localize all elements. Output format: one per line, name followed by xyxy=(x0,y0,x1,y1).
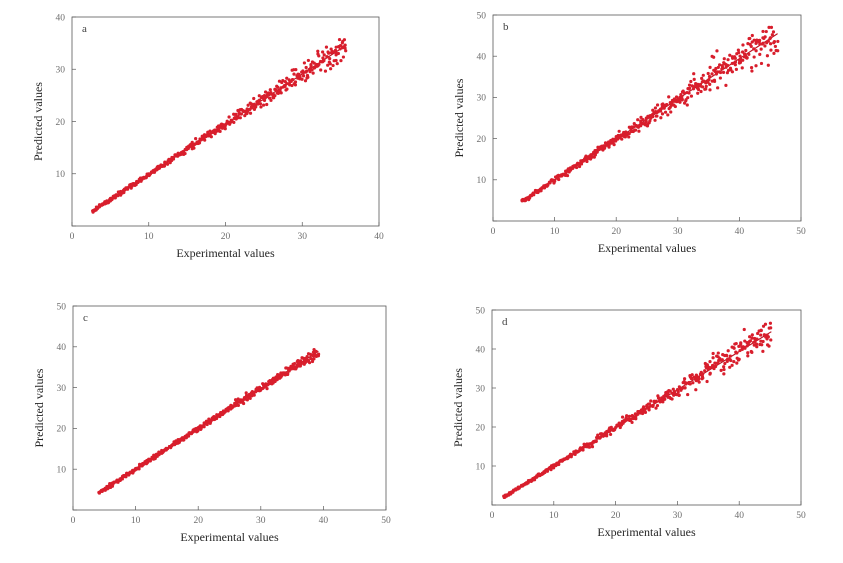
svg-text:40: 40 xyxy=(734,511,744,521)
svg-text:20: 20 xyxy=(221,232,231,242)
svg-text:10: 10 xyxy=(56,170,66,180)
svg-text:10: 10 xyxy=(476,462,486,472)
svg-text:50: 50 xyxy=(476,306,486,316)
svg-text:50: 50 xyxy=(796,511,806,521)
svg-text:50: 50 xyxy=(796,227,806,237)
svg-text:Experimental values: Experimental values xyxy=(598,241,697,255)
svg-text:Predicted values: Predicted values xyxy=(32,368,46,447)
svg-text:Predicted values: Predicted values xyxy=(451,368,465,447)
svg-text:30: 30 xyxy=(256,516,266,526)
svg-text:40: 40 xyxy=(476,345,486,355)
svg-text:20: 20 xyxy=(611,511,621,521)
svg-text:40: 40 xyxy=(319,516,329,526)
svg-text:d: d xyxy=(502,316,508,328)
svg-text:a: a xyxy=(82,23,87,35)
svg-text:30: 30 xyxy=(298,232,308,242)
svg-text:10: 10 xyxy=(477,176,487,186)
svg-text:0: 0 xyxy=(70,232,75,242)
svg-text:10: 10 xyxy=(549,511,559,521)
svg-text:30: 30 xyxy=(57,384,67,394)
svg-text:20: 20 xyxy=(476,423,486,433)
svg-text:20: 20 xyxy=(56,118,66,128)
svg-text:Experimental values: Experimental values xyxy=(176,246,275,260)
svg-text:30: 30 xyxy=(673,511,683,521)
svg-text:40: 40 xyxy=(374,232,384,242)
svg-text:30: 30 xyxy=(477,94,487,104)
svg-text:30: 30 xyxy=(56,66,66,76)
svg-text:10: 10 xyxy=(57,466,67,476)
svg-text:40: 40 xyxy=(735,227,745,237)
svg-text:20: 20 xyxy=(57,425,67,435)
svg-text:10: 10 xyxy=(131,516,141,526)
svg-text:0: 0 xyxy=(490,511,495,521)
svg-text:0: 0 xyxy=(71,516,76,526)
svg-text:b: b xyxy=(503,21,509,33)
svg-text:0: 0 xyxy=(491,227,496,237)
svg-text:10: 10 xyxy=(144,232,154,242)
svg-text:50: 50 xyxy=(477,11,487,21)
svg-text:Experimental values: Experimental values xyxy=(597,525,696,539)
svg-text:50: 50 xyxy=(57,302,67,312)
svg-text:30: 30 xyxy=(673,227,683,237)
svg-text:30: 30 xyxy=(476,384,486,394)
svg-text:Predicted values: Predicted values xyxy=(452,78,466,157)
svg-text:20: 20 xyxy=(611,227,621,237)
svg-text:40: 40 xyxy=(56,13,66,23)
svg-text:40: 40 xyxy=(477,53,487,63)
svg-text:40: 40 xyxy=(57,343,67,353)
svg-text:50: 50 xyxy=(381,516,391,526)
svg-text:20: 20 xyxy=(477,135,487,145)
svg-text:Predicted values: Predicted values xyxy=(31,82,45,161)
svg-text:c: c xyxy=(83,312,88,324)
svg-text:20: 20 xyxy=(193,516,203,526)
svg-text:10: 10 xyxy=(550,227,560,237)
svg-text:Experimental values: Experimental values xyxy=(180,530,279,544)
